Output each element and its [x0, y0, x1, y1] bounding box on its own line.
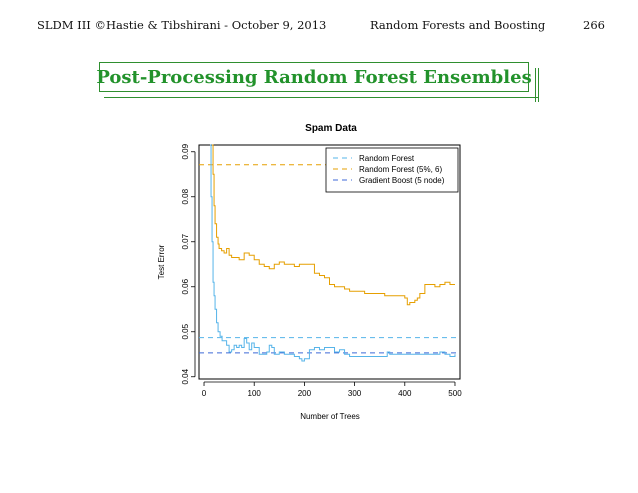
y-tick-label-4: 0.08 — [181, 188, 190, 204]
header-course-info: SLDM III ©Hastie & Tibshirani - October … — [37, 18, 327, 32]
header-page-number: 266 — [583, 18, 605, 32]
title-frame-shadow — [535, 68, 536, 102]
slide-title: Post-Processing Random Forest Ensembles — [96, 66, 532, 88]
legend-label-1: Random Forest (5%, 6) — [359, 165, 442, 174]
title-frame-shadow-2 — [538, 68, 539, 102]
slide-header: SLDM III ©Hastie & Tibshirani - October … — [0, 18, 638, 36]
x-tick-label-3: 300 — [348, 389, 362, 398]
y-tick-label-3: 0.07 — [181, 233, 190, 249]
y-tick-label-0: 0.04 — [181, 368, 190, 384]
x-tick-label-4: 400 — [398, 389, 412, 398]
y-tick-label-1: 0.05 — [181, 323, 190, 339]
series-line-0 — [210, 144, 456, 362]
y-axis-label: Test Error — [157, 244, 166, 279]
x-tick-label-1: 100 — [248, 389, 262, 398]
legend-label-2: Gradient Boost (5 node) — [359, 176, 445, 185]
x-axis-label: Number of Trees — [300, 412, 360, 421]
y-tick-label-5: 0.09 — [181, 143, 190, 159]
chart-title: Spam Data — [305, 123, 357, 134]
series-line-1 — [212, 144, 455, 306]
y-tick-label-2: 0.06 — [181, 278, 190, 294]
chart-legend: Random Forest Random Forest (5%, 6) Gradie… — [325, 147, 459, 193]
legend-label-0: Random Forest — [359, 154, 415, 163]
legend-box — [325, 147, 459, 193]
title-frame — [99, 62, 529, 92]
x-tick-label-0: 0 — [202, 389, 207, 398]
title-frame-underline — [104, 97, 538, 98]
header-section: Random Forests and Boosting — [370, 18, 546, 32]
x-tick-label-5: 500 — [448, 389, 462, 398]
x-tick-label-2: 200 — [298, 389, 312, 398]
plot-frame — [198, 144, 461, 380]
